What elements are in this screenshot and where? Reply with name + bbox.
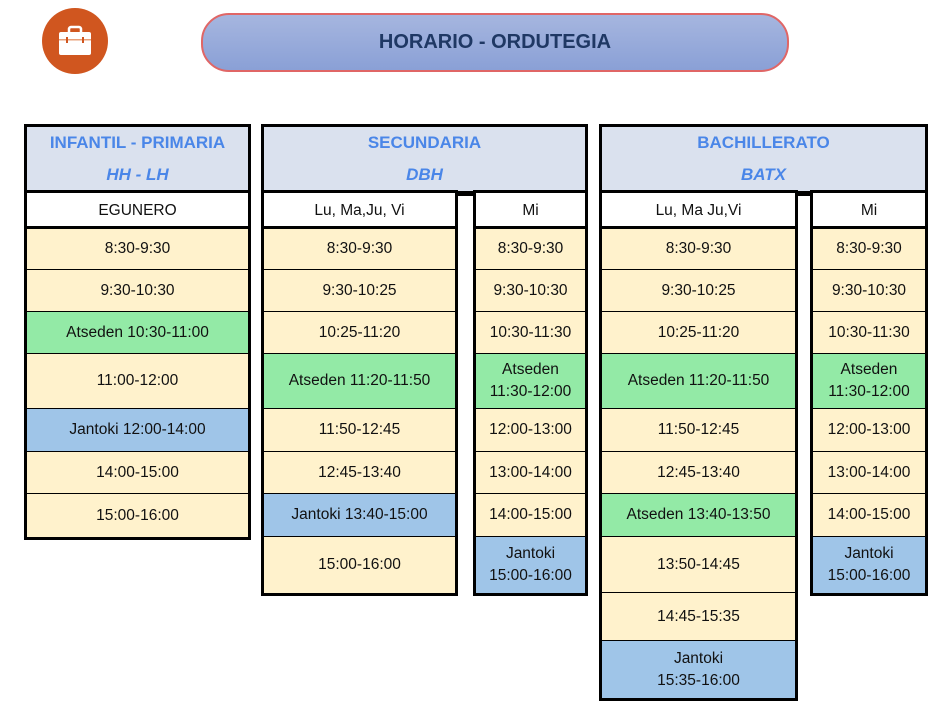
day-header: Mi [810,190,928,232]
section-header-inner: BACHILLERATO BATX [602,127,925,191]
schedule-column: 8:30-9:30 9:30-10:30 Atseden 10:30-11:00 11… [24,226,251,540]
section-header-inner: INFANTIL - PRIMARIA HH - LH [27,127,248,191]
section-name: BACHILLERATO [697,133,830,152]
time-slot-class: 10:25-11:20 [602,312,795,353]
time-slot-class: 11:50-12:45 [602,409,795,451]
time-slot-class: 14:45-15:35 [602,593,795,640]
briefcase-icon [59,25,91,55]
day-label: Lu, Ma Ju,Vi [602,193,795,229]
time-slot-lunch: Jantoki 13:40-15:00 [264,494,455,536]
time-slot-class: 13:50-14:45 [602,537,795,592]
section-header-inner: SECUNDARIA DBH [264,127,585,191]
time-slot-break: Atseden 11:30-12:00 [476,354,585,408]
time-slot-class: 10:30-11:30 [813,312,925,353]
time-slot-class: 11:50-12:45 [264,409,455,451]
section-abbr: HH - LH [106,165,169,184]
schedule-column: 8:30-9:30 9:30-10:25 10:25-11:20 Atseden 11… [261,226,458,596]
day-header: Lu, Ma Ju,Vi [599,190,798,232]
time-slot-class: 8:30-9:30 [813,229,925,269]
section-header: BACHILLERATO BATX [599,124,928,196]
time-slot-lunch: Jantoki 15:00-16:00 [813,537,925,593]
time-slot-class: 14:00-15:00 [813,494,925,536]
time-slot-class: 8:30-9:30 [27,229,248,269]
time-slot-class: 15:00-16:00 [264,537,455,593]
time-slot-class: 9:30-10:30 [476,270,585,311]
time-slot-class: 9:30-10:25 [264,270,455,311]
schedule-column: 8:30-9:30 9:30-10:25 10:25-11:20 Atseden 11… [599,226,798,701]
time-slot-class: 8:30-9:30 [264,229,455,269]
time-slot-class: 8:30-9:30 [476,229,585,269]
section-abbr: DBH [406,165,443,184]
time-slot-break: Atseden 11:20-11:50 [264,354,455,408]
time-slot-class: 8:30-9:30 [602,229,795,269]
time-slot-class: 9:30-10:30 [813,270,925,311]
time-slot-class: 15:00-16:00 [27,494,248,537]
day-label: EGUNERO [27,193,248,229]
section-name: SECUNDARIA [367,133,482,152]
time-slot-class: 11:00-12:00 [27,354,248,408]
time-slot-lunch: Jantoki 15:00-16:00 [476,537,585,593]
time-slot-class: 12:00-13:00 [476,409,585,451]
time-slot-class: 12:45-13:40 [264,452,455,493]
time-slot-class: 10:30-11:30 [476,312,585,353]
time-slot-break: Atseden 10:30-11:00 [27,312,248,353]
schedule-column: 8:30-9:30 9:30-10:30 10:30-11:30 Atseden 11… [810,226,928,596]
time-slot-class: 12:45-13:40 [602,452,795,493]
time-slot-class: 12:00-13:00 [813,409,925,451]
day-header: EGUNERO [24,190,251,232]
section-abbr: BATX [740,165,786,184]
time-slot-class: 9:30-10:30 [27,270,248,311]
time-slot-class: 14:00-15:00 [476,494,585,536]
time-slot-lunch: Jantoki 12:00-14:00 [27,409,248,451]
time-slot-class: 10:25-11:20 [264,312,455,353]
time-slot-break: Atseden 11:20-11:50 [602,354,795,408]
section-name: INFANTIL - PRIMARIA [49,133,226,152]
time-slot-class: 13:00-14:00 [813,452,925,493]
time-slot-class: 9:30-10:25 [602,270,795,311]
page-title: HORARIO - ORDUTEGIA [201,13,789,72]
section-header: SECUNDARIA DBH [261,124,588,196]
section-header: INFANTIL - PRIMARIA HH - LH [24,124,251,196]
time-slot-lunch: Jantoki 15:35-16:00 [602,641,795,698]
day-label: Lu, Ma,Ju, Vi [264,193,455,229]
time-slot-break: Atseden 11:30-12:00 [813,354,925,408]
day-label: Mi [813,193,925,229]
time-slot-class: 13:00-14:00 [476,452,585,493]
logo [42,8,108,74]
schedule-column: 8:30-9:30 9:30-10:30 10:30-11:30 Atseden 11… [473,226,588,596]
time-slot-break: Atseden 13:40-13:50 [602,494,795,536]
time-slot-class: 14:00-15:00 [27,452,248,493]
day-label: Mi [476,193,585,229]
